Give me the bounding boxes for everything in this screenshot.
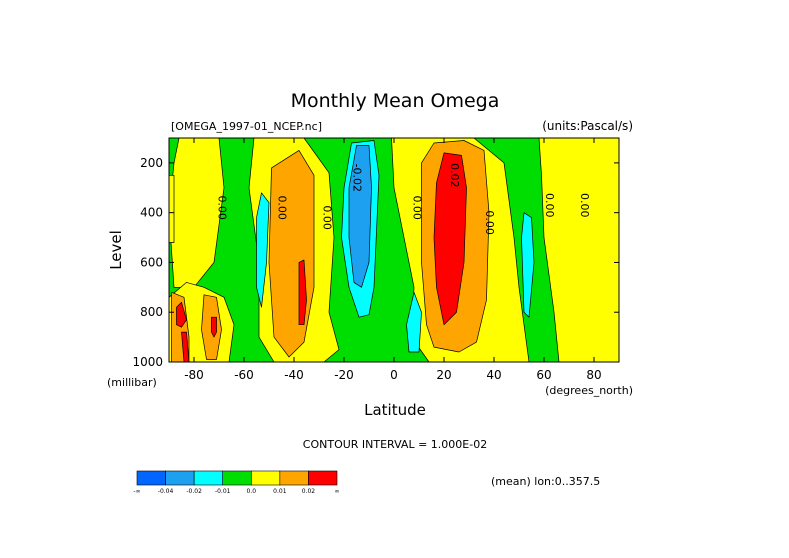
x-tick-label-2: -40 — [284, 368, 304, 382]
contour-label-1: 0.00 — [276, 195, 289, 220]
contour-band-19 — [521, 212, 535, 318]
x-axis-title: Latitude — [364, 401, 426, 419]
y-axis-title: Level — [107, 230, 125, 270]
dataset-label: [OMEGA_1997-01_NCEP.nc] — [171, 120, 322, 133]
contour-label-7: 0.00 — [543, 193, 556, 218]
colorbar-swatch-2 — [193, 470, 224, 486]
colorbar-swatch-6 — [308, 470, 338, 486]
y-tick-label-0: 200 — [140, 156, 163, 170]
y-axis: 200 400 600 800 1000 — [132, 156, 619, 369]
contour-label-layer: 0.00 0.00 0.00 -0.02 0.00 0.02 0.00 0.00 0.00 — [216, 163, 592, 235]
contour-fill-layer — [168, 137, 620, 363]
contour-band-12 — [176, 301, 187, 328]
x-tick-label-5: 20 — [436, 368, 451, 382]
chart-title: Monthly Mean Omega — [291, 90, 500, 112]
colorbar-label-7: ∞ — [335, 488, 340, 495]
contour-label-8: 0.00 — [578, 193, 591, 218]
contour-band-2 — [168, 174, 175, 243]
colorbar-swatch-3 — [222, 470, 252, 486]
mean-text: (mean) lon:0..357.5 — [491, 475, 600, 488]
colorbar-label-4: 0.0 — [247, 488, 257, 495]
colorbar-label-5: 0.01 — [273, 488, 287, 495]
contour-band-15 — [211, 316, 217, 338]
x-tick-label-7: 60 — [536, 368, 551, 382]
colorbar-label-1: -0.04 — [158, 488, 174, 495]
x-tick-label-1: -60 — [234, 368, 254, 382]
contour-band-14 — [433, 152, 467, 326]
contour-label-2: 0.00 — [321, 205, 334, 230]
units-label: (units:Pascal/s) — [542, 119, 633, 133]
contour-band-20 — [348, 145, 372, 288]
contour-band-7 — [268, 150, 315, 358]
y-tick-label-2: 600 — [140, 255, 163, 269]
x-tick-label-0: -80 — [184, 368, 204, 382]
contour-band-17 — [256, 192, 270, 308]
y-tick-label-4: 1000 — [132, 355, 163, 369]
x-tick-label-4: 0 — [390, 368, 398, 382]
contour-label-3: -0.02 — [351, 164, 364, 192]
contour-label-0: 0.00 — [216, 195, 229, 220]
x-axis-units: (degrees_north) — [545, 384, 633, 397]
colorbar-label-3: -0.01 — [215, 488, 231, 495]
y-tick-label-3: 800 — [140, 305, 163, 319]
contour-label-4: 0.00 — [411, 195, 424, 220]
contour-label-6: 0.00 — [483, 210, 496, 235]
x-tick-label-3: -20 — [334, 368, 354, 382]
contour-interval-text: CONTOUR INTERVAL = 1.000E-02 — [303, 438, 487, 451]
plot-area: 0.00 0.00 0.00 -0.02 0.00 0.02 0.00 0.00 0.00 — [168, 137, 620, 363]
y-axis-units: (millibar) — [107, 376, 157, 389]
contour-band-18 — [406, 291, 422, 353]
contour-label-5: 0.02 — [448, 163, 461, 188]
colorbar-label-2: -0.02 — [186, 488, 202, 495]
colorbar-label-0: -∞ — [133, 488, 140, 495]
x-axis: -80 -60 -40 -20 0 20 40 60 80 — [184, 138, 602, 382]
colorbar-swatch-5 — [279, 470, 309, 486]
colorbar-swatch-0 — [136, 470, 166, 486]
colorbar-swatch-4 — [250, 470, 281, 486]
x-tick-label-8: 80 — [586, 368, 601, 382]
x-tick-label-6: 40 — [486, 368, 501, 382]
colorbar: -∞ -0.04 -0.02 -0.01 0.0 0.01 0.02 ∞ — [133, 470, 340, 495]
contour-band-11 — [298, 259, 307, 326]
colorbar-label-6: 0.02 — [302, 488, 316, 495]
y-tick-label-1: 400 — [140, 206, 163, 220]
colorbar-swatch-1 — [165, 470, 195, 486]
